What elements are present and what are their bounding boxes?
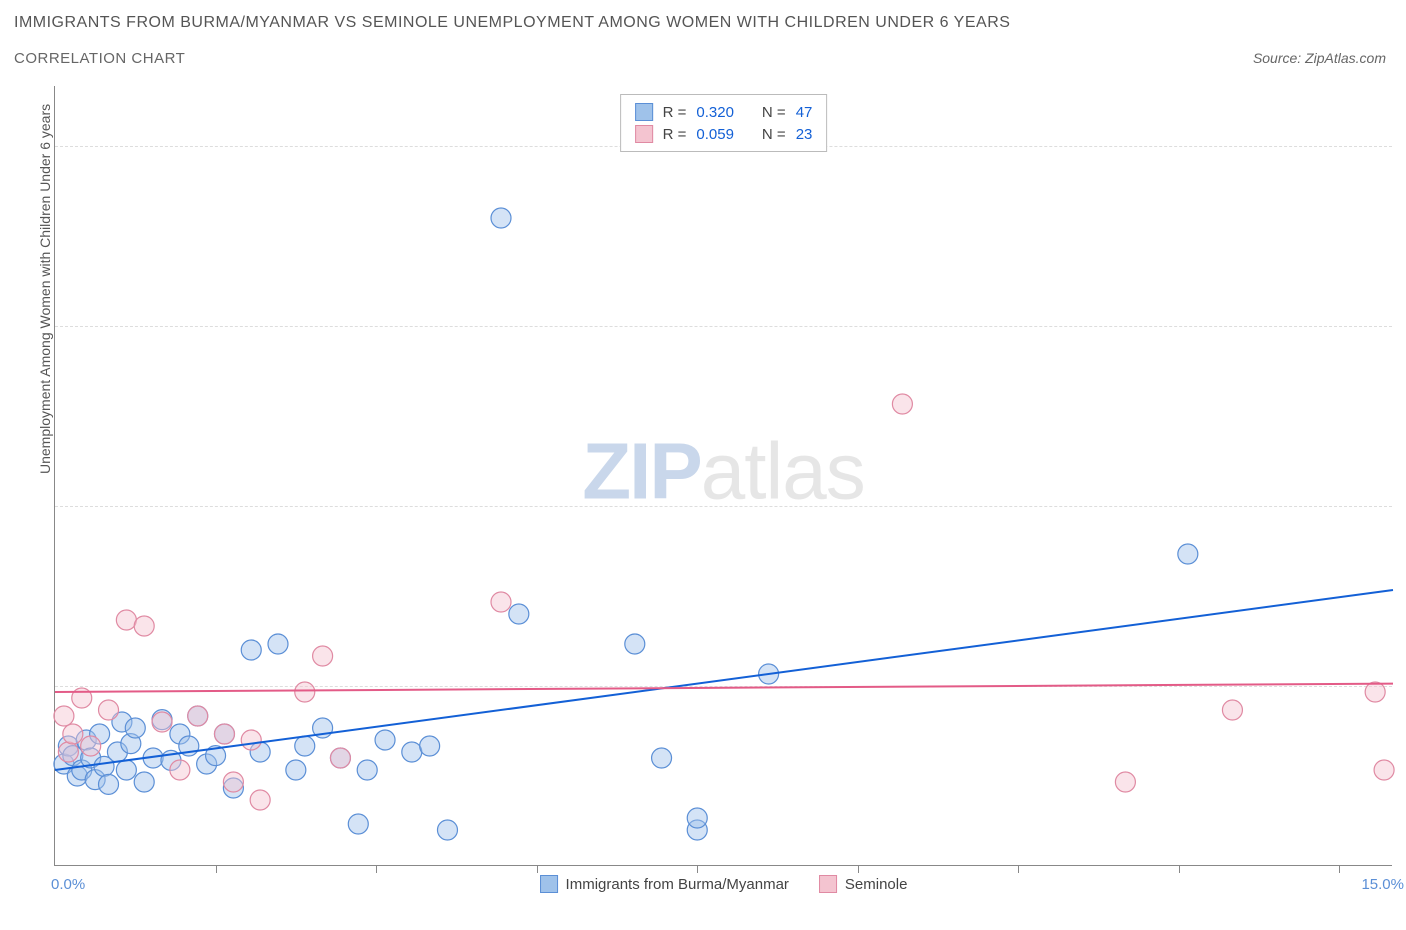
x-axis-max-label: 15.0% [1361,876,1404,893]
data-point [892,394,912,414]
data-point [81,736,101,756]
x-axis-min-label: 0.0% [51,876,85,893]
x-tick [216,865,217,873]
x-tick [697,865,698,873]
source-attribution: Source: ZipAtlas.com [1253,50,1386,66]
legend-swatch [540,875,558,893]
x-tick [537,865,538,873]
r-value: 0.320 [696,104,734,121]
data-point [437,820,457,840]
chart-plot-area: Unemployment Among Women with Children U… [54,86,1392,866]
data-point [687,808,707,828]
n-label: N = [762,126,786,143]
data-point [313,646,333,666]
y-axis-title: Unemployment Among Women with Children U… [37,104,53,474]
r-label: R = [663,126,687,143]
data-point [491,592,511,612]
data-point [625,634,645,654]
data-point [134,616,154,636]
data-point [134,772,154,792]
legend-series-label: Seminole [845,876,908,893]
legend-swatch [635,103,653,121]
data-point [1115,772,1135,792]
data-point [295,682,315,702]
legend-series-item: Immigrants from Burma/Myanmar [540,875,789,893]
x-tick [376,865,377,873]
data-point [491,208,511,228]
data-point [402,742,422,762]
data-point [1178,544,1198,564]
data-point [286,760,306,780]
data-point [188,706,208,726]
n-value: 23 [796,126,813,143]
chart-title: IMMIGRANTS FROM BURMA/MYANMAR VS SEMINOL… [14,14,1010,32]
data-point [375,730,395,750]
legend-series-label: Immigrants from Burma/Myanmar [566,876,789,893]
data-point [116,610,136,630]
data-point [295,736,315,756]
chart-subtitle: CORRELATION CHART [14,50,185,67]
data-point [99,774,119,794]
data-point [214,724,234,744]
legend-swatch [819,875,837,893]
legend-stat-row: R = 0.320 N = 47 [635,101,813,123]
data-point [652,748,672,768]
data-point [1222,700,1242,720]
r-value: 0.059 [696,126,734,143]
trend-line [55,590,1393,770]
data-point [250,790,270,810]
data-point [223,772,243,792]
chart-svg [55,86,1392,865]
data-point [420,736,440,756]
legend-series: Immigrants from Burma/Myanmar Seminole [540,875,908,893]
n-label: N = [762,104,786,121]
x-tick [858,865,859,873]
data-point [116,760,136,780]
data-point [1374,760,1394,780]
legend-series-item: Seminole [819,875,908,893]
legend-stat-row: R = 0.059 N = 23 [635,123,813,145]
x-tick [1339,865,1340,873]
data-point [241,730,261,750]
trend-line [55,684,1393,692]
data-point [99,700,119,720]
n-value: 47 [796,104,813,121]
data-point [509,604,529,624]
data-point [357,760,377,780]
data-point [54,706,74,726]
legend-swatch [635,125,653,143]
data-point [1365,682,1385,702]
data-point [348,814,368,834]
data-point [268,634,288,654]
data-point [125,718,145,738]
legend-stats-box: R = 0.320 N = 47 R = 0.059 N = 23 [620,94,828,152]
x-tick [1018,865,1019,873]
data-point [58,742,78,762]
r-label: R = [663,104,687,121]
data-point [170,760,190,780]
data-point [330,748,350,768]
x-tick [1179,865,1180,873]
data-point [63,724,83,744]
data-point [241,640,261,660]
data-point [152,712,172,732]
